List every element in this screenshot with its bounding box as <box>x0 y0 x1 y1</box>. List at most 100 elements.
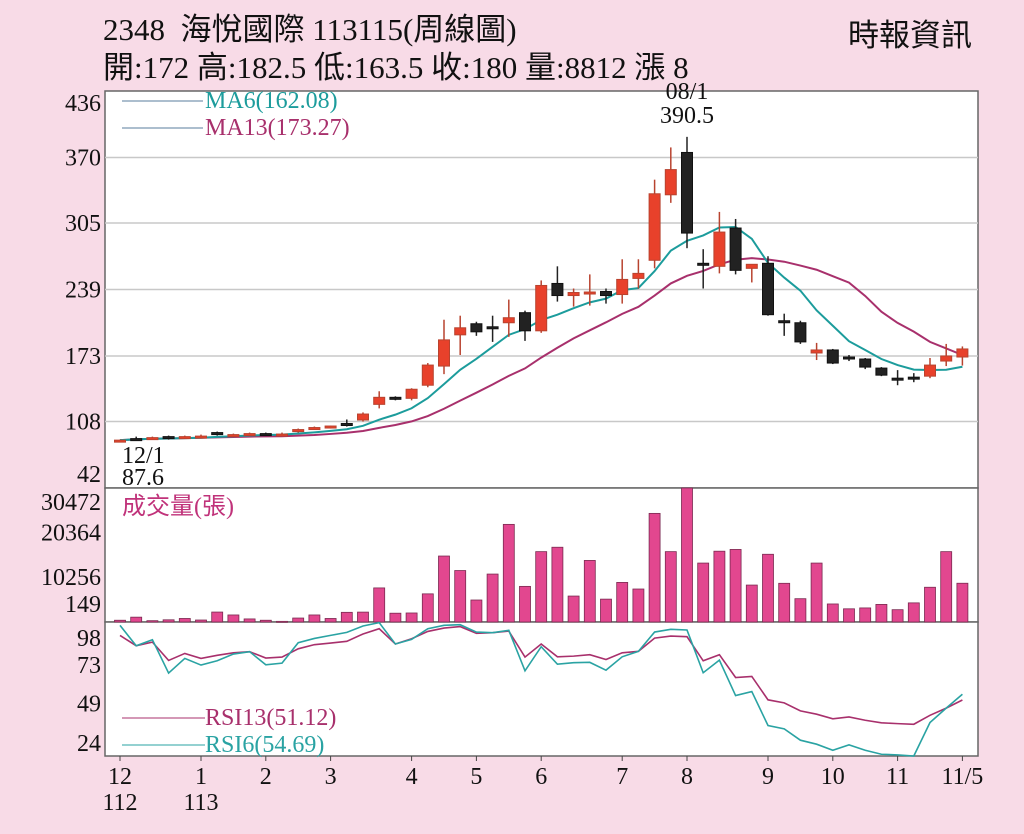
candle-body <box>567 292 580 297</box>
candle-10 <box>276 432 288 437</box>
volume-bar <box>567 595 580 623</box>
x-tick-label: 12 <box>108 764 132 790</box>
candle-29 <box>583 274 596 306</box>
x-tick-label: 11/5 <box>942 764 984 790</box>
candle-23 <box>486 315 499 342</box>
candle-body <box>745 263 758 269</box>
candle-body <box>778 320 791 324</box>
candle-body <box>405 388 418 399</box>
volume-bar <box>924 586 936 623</box>
volume-bar <box>616 582 629 623</box>
volume-bar <box>373 587 386 623</box>
candle-12 <box>308 426 321 431</box>
candle-6 <box>211 431 224 436</box>
candle-44 <box>826 348 839 365</box>
candle-body <box>632 272 645 279</box>
candle-body <box>308 427 321 431</box>
candle-body <box>389 396 402 400</box>
candle-body <box>454 327 467 336</box>
volume-bar <box>648 512 661 623</box>
rsi-tick-label: 98 <box>77 626 101 652</box>
candle-body <box>259 433 272 437</box>
candle-31 <box>616 259 629 304</box>
candle-body <box>357 413 369 421</box>
legend-ma13: MA13(173.27) <box>205 115 350 141</box>
volume-bar <box>729 549 742 623</box>
candle-4 <box>178 435 191 440</box>
candle-15 <box>357 412 369 422</box>
price-annotation: 12/1 <box>122 443 165 469</box>
candle-32 <box>632 259 645 289</box>
price-annotation: 87.6 <box>122 465 164 491</box>
candle-0 <box>114 439 126 443</box>
volume-bar <box>600 598 612 623</box>
volume-bar <box>324 618 337 623</box>
volume-bar <box>632 588 645 623</box>
candle-14 <box>340 419 353 427</box>
volume-bar <box>519 585 531 623</box>
price-tick-label: 173 <box>65 344 101 370</box>
candle-27 <box>551 266 564 302</box>
candle-body <box>664 169 677 196</box>
candle-body <box>373 396 386 405</box>
volume-bar <box>713 550 726 623</box>
candle-body <box>762 262 774 316</box>
volume-bar <box>664 551 677 623</box>
candle-body <box>502 317 515 324</box>
price-annotation: 390.5 <box>660 103 714 129</box>
candle-body <box>940 355 953 362</box>
candle-1 <box>130 436 143 442</box>
candle-43 <box>810 342 823 361</box>
candle-body <box>243 433 256 437</box>
candle-body <box>535 284 548 332</box>
volume-tick-label: 149 <box>65 592 101 618</box>
volume-bar <box>195 619 207 623</box>
candle-41 <box>778 313 791 336</box>
volume-bar <box>535 551 548 623</box>
volume-bar <box>810 562 823 623</box>
volume-bar <box>470 599 483 623</box>
candle-34 <box>664 147 677 203</box>
price-tick-label: 370 <box>65 146 101 172</box>
volume-bar <box>940 551 953 623</box>
candle-body <box>826 349 839 364</box>
volume-bar <box>454 570 467 623</box>
volume-bar <box>956 582 969 623</box>
volume-bar <box>308 614 321 623</box>
candle-52 <box>956 346 969 366</box>
candle-40 <box>762 256 774 316</box>
volume-bar <box>681 487 693 623</box>
candle-9 <box>259 432 272 437</box>
volume-bar <box>875 604 888 623</box>
candle-49 <box>907 373 920 383</box>
x-tick-label: 3 <box>325 764 337 790</box>
candle-46 <box>859 358 872 370</box>
volume-bar <box>405 612 418 623</box>
volume-bar <box>891 609 904 623</box>
price-annotation: 08/1 <box>666 79 709 105</box>
candle-25 <box>519 310 531 341</box>
volume-bar <box>843 608 855 623</box>
candle-body <box>324 425 337 429</box>
volume-bar <box>778 582 791 623</box>
volume-bar <box>178 618 191 623</box>
x-tick-label: 1 <box>195 764 207 790</box>
volume-bar <box>583 560 596 623</box>
volume-title: 成交量(張) <box>122 493 234 520</box>
volume-bar <box>486 573 499 623</box>
x-tick-label: 2 <box>260 764 272 790</box>
volume-bar <box>389 612 402 623</box>
candle-5 <box>195 434 207 439</box>
candle-28 <box>567 288 580 307</box>
x-tick-label: 7 <box>616 764 628 790</box>
rsi6-line <box>119 621 963 757</box>
volume-bar <box>292 617 305 623</box>
price-tick-label: 305 <box>65 211 101 237</box>
volume-bar <box>826 603 839 623</box>
candle-body <box>681 151 693 234</box>
candle-45 <box>843 354 855 362</box>
volume-bar <box>357 611 369 623</box>
candle-body <box>421 364 434 386</box>
volume-bar <box>502 523 515 623</box>
volume-bar <box>551 546 564 623</box>
